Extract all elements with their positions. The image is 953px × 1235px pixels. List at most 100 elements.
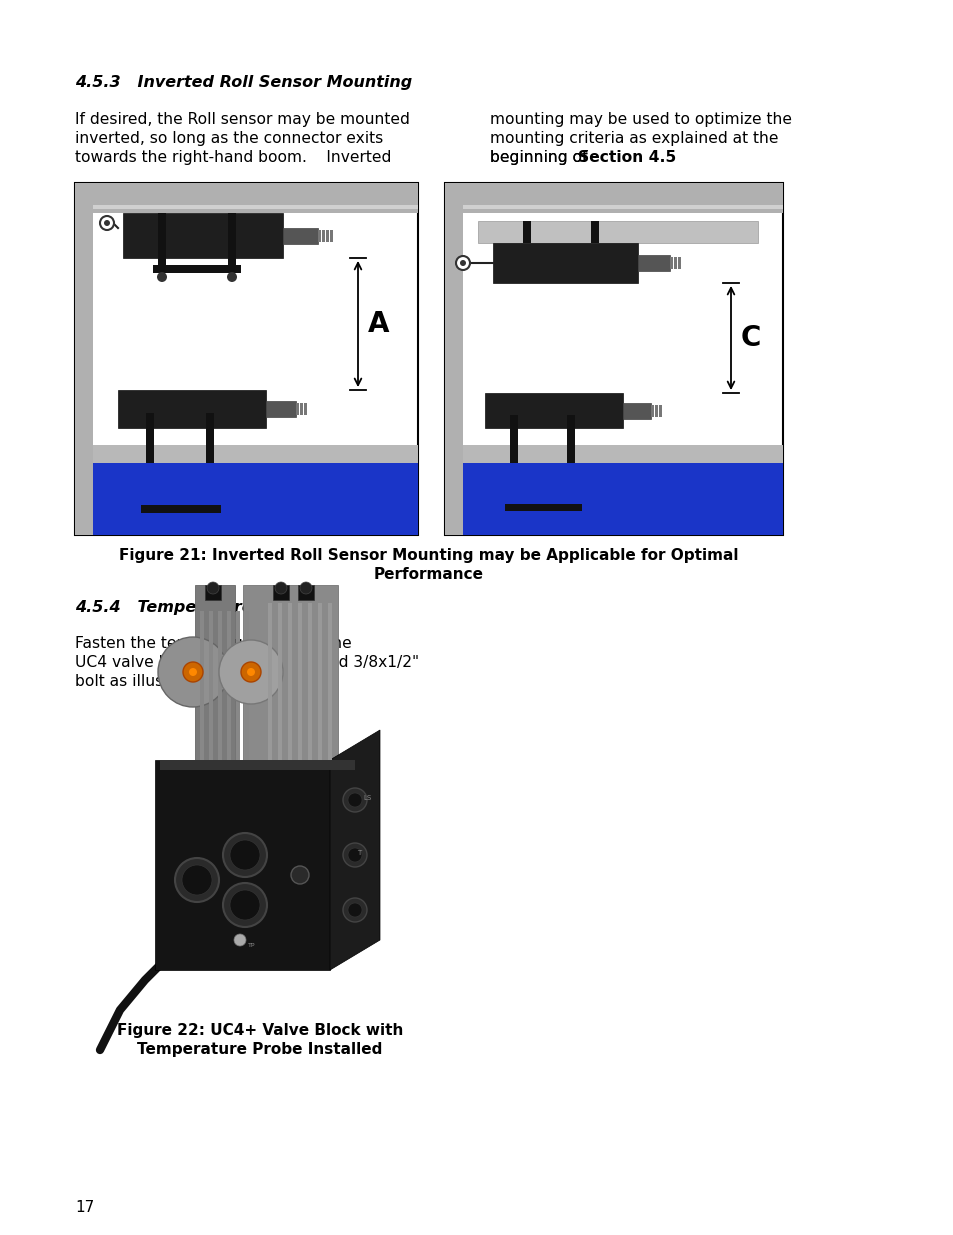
Bar <box>273 585 289 600</box>
Circle shape <box>157 272 167 282</box>
Bar <box>477 221 758 243</box>
Bar <box>158 212 166 273</box>
Bar <box>141 505 221 513</box>
Bar <box>283 227 317 243</box>
Bar <box>75 183 417 212</box>
Bar <box>655 405 658 416</box>
Text: Section 4.5: Section 4.5 <box>578 149 676 165</box>
Bar <box>444 183 782 212</box>
Text: 4.5.3   Inverted Roll Sensor Mounting: 4.5.3 Inverted Roll Sensor Mounting <box>75 75 412 90</box>
Bar <box>209 611 213 760</box>
Text: inverted, so long as the connector exits: inverted, so long as the connector exits <box>75 131 383 146</box>
Text: Performance: Performance <box>374 567 483 582</box>
Bar <box>206 412 213 463</box>
Circle shape <box>100 216 113 230</box>
Circle shape <box>207 582 219 594</box>
Circle shape <box>348 848 361 862</box>
Text: Figure 22: UC4+ Valve Block with: Figure 22: UC4+ Valve Block with <box>116 1023 403 1037</box>
Bar <box>194 585 234 760</box>
Circle shape <box>158 637 228 706</box>
Bar <box>243 585 337 760</box>
Text: C: C <box>740 324 760 352</box>
Bar <box>673 257 677 269</box>
Bar <box>92 445 417 535</box>
Text: E03: E03 <box>271 636 303 651</box>
Circle shape <box>230 840 260 869</box>
Bar <box>200 611 204 760</box>
Bar <box>118 390 266 429</box>
Bar <box>146 412 153 463</box>
Bar <box>152 266 241 273</box>
Bar <box>493 243 638 283</box>
Bar <box>328 603 332 760</box>
Bar <box>297 585 314 600</box>
Bar <box>297 603 302 760</box>
Bar <box>322 230 325 242</box>
Circle shape <box>348 793 361 806</box>
Text: Fasten the temperature probe (: Fasten the temperature probe ( <box>75 636 319 651</box>
Text: A: A <box>368 310 389 338</box>
Bar <box>304 403 307 415</box>
Bar <box>266 401 295 417</box>
Bar <box>92 205 417 209</box>
Bar <box>622 403 650 419</box>
Bar <box>462 205 782 209</box>
Bar <box>235 611 240 760</box>
Bar <box>444 183 462 535</box>
Bar <box>92 445 417 463</box>
Circle shape <box>299 582 312 594</box>
Bar <box>484 393 622 429</box>
Bar <box>288 603 292 760</box>
Circle shape <box>233 934 246 946</box>
Bar <box>462 445 782 463</box>
Bar <box>227 611 231 760</box>
Circle shape <box>247 668 254 676</box>
Bar <box>299 403 303 415</box>
Bar <box>123 212 283 258</box>
Bar <box>160 760 355 769</box>
Bar <box>504 504 581 511</box>
Bar <box>205 585 221 600</box>
Circle shape <box>343 898 367 923</box>
Circle shape <box>219 640 283 704</box>
Bar <box>154 760 330 969</box>
Circle shape <box>182 864 212 895</box>
Bar <box>308 603 312 760</box>
Circle shape <box>459 261 465 266</box>
Circle shape <box>223 832 267 877</box>
Bar <box>566 415 575 463</box>
Circle shape <box>274 582 287 594</box>
Text: 17: 17 <box>75 1200 94 1215</box>
Circle shape <box>189 668 196 676</box>
Text: .: . <box>270 674 274 689</box>
Circle shape <box>223 883 267 927</box>
Circle shape <box>174 858 219 902</box>
Circle shape <box>230 890 260 920</box>
Text: Temperature Probe Installed: Temperature Probe Installed <box>137 1042 382 1057</box>
Bar <box>268 603 272 760</box>
Text: bolt as illustrated in: bolt as illustrated in <box>75 674 234 689</box>
Text: T: T <box>356 850 361 856</box>
Text: ) to the: ) to the <box>294 636 352 651</box>
Circle shape <box>343 844 367 867</box>
Circle shape <box>104 220 110 226</box>
Text: 4.5.4   Temperature Probe: 4.5.4 Temperature Probe <box>75 600 311 615</box>
Polygon shape <box>330 730 379 969</box>
Bar <box>326 230 329 242</box>
Text: TP: TP <box>248 944 255 948</box>
Bar <box>669 257 672 269</box>
Bar <box>650 405 654 416</box>
Bar <box>659 405 661 416</box>
Bar <box>245 611 249 760</box>
Text: towards the right-hand boom.    Inverted: towards the right-hand boom. Inverted <box>75 149 391 165</box>
Bar <box>75 183 92 535</box>
Circle shape <box>241 662 261 682</box>
Text: UC4 valve block using the included 3/8x1/2": UC4 valve block using the included 3/8x1… <box>75 655 418 671</box>
Text: LS: LS <box>363 795 371 802</box>
Bar <box>522 221 531 243</box>
Text: Figure 21: Inverted Roll Sensor Mounting may be Applicable for Optimal: Figure 21: Inverted Roll Sensor Mounting… <box>119 548 738 563</box>
Bar <box>218 611 222 760</box>
Bar <box>330 230 333 242</box>
Text: beginning of: beginning of <box>490 149 592 165</box>
Text: If desired, the Roll sensor may be mounted: If desired, the Roll sensor may be mount… <box>75 112 410 127</box>
